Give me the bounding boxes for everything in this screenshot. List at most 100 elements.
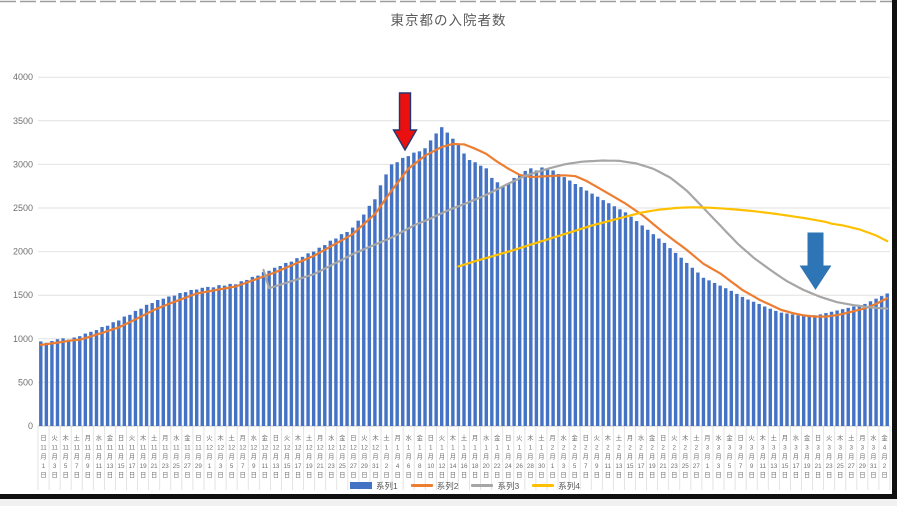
bar[interactable] — [222, 285, 227, 426]
bar[interactable] — [824, 313, 828, 426]
bar[interactable] — [573, 184, 578, 426]
bar[interactable] — [105, 325, 110, 426]
bar[interactable] — [328, 240, 333, 426]
bar[interactable] — [757, 303, 761, 426]
bar[interactable] — [183, 292, 188, 426]
bar[interactable] — [479, 165, 483, 426]
line-series-4[interactable] — [457, 206, 889, 268]
bar[interactable] — [701, 277, 706, 426]
bar[interactable] — [595, 196, 600, 426]
bar[interactable] — [250, 276, 255, 426]
bar[interactable] — [406, 156, 411, 426]
bar[interactable] — [724, 288, 728, 426]
bar[interactable] — [133, 310, 138, 426]
bar[interactable] — [551, 170, 555, 426]
bar[interactable] — [879, 296, 884, 426]
bar[interactable] — [545, 169, 550, 427]
bar[interactable] — [835, 310, 839, 426]
bar[interactable] — [801, 316, 806, 426]
bar[interactable] — [712, 282, 717, 426]
bar[interactable] — [746, 299, 750, 426]
bar[interactable] — [395, 162, 399, 426]
bar[interactable] — [607, 203, 611, 426]
bar[interactable] — [39, 341, 43, 426]
bar[interactable] — [646, 229, 650, 426]
bar[interactable] — [601, 200, 605, 426]
legend-item-series1[interactable]: 系列1 — [350, 480, 398, 492]
bar[interactable] — [111, 322, 115, 426]
bar[interactable] — [506, 183, 511, 426]
bar[interactable] — [440, 127, 444, 427]
bar[interactable] — [679, 257, 683, 426]
bar[interactable] — [790, 314, 795, 426]
bar[interactable] — [673, 252, 678, 426]
line-series-3[interactable] — [262, 159, 889, 310]
bar[interactable] — [317, 247, 321, 426]
bar[interactable] — [774, 310, 778, 426]
bar[interactable] — [217, 285, 221, 426]
red-down-arrow[interactable] — [392, 92, 418, 152]
bar[interactable] — [306, 253, 310, 426]
bar[interactable] — [94, 330, 99, 426]
bar[interactable] — [517, 174, 522, 426]
bar[interactable] — [311, 251, 316, 426]
bar[interactable] — [350, 227, 355, 426]
bar[interactable] — [612, 206, 617, 426]
bar[interactable] — [178, 293, 182, 426]
bar[interactable] — [785, 313, 789, 426]
bar[interactable] — [885, 293, 889, 426]
bar[interactable] — [195, 289, 199, 426]
bar[interactable] — [417, 151, 422, 426]
bar[interactable] — [523, 170, 527, 426]
bar[interactable] — [211, 287, 216, 426]
bar[interactable] — [857, 305, 862, 426]
bar[interactable] — [167, 296, 171, 426]
bar[interactable] — [55, 339, 60, 426]
bar[interactable] — [685, 262, 689, 426]
bar[interactable] — [78, 336, 82, 426]
bar[interactable] — [245, 279, 249, 426]
bar[interactable] — [657, 238, 661, 426]
bar[interactable] — [189, 289, 193, 426]
bar[interactable] — [529, 168, 533, 426]
bar[interactable] — [89, 331, 93, 426]
bar[interactable] — [484, 168, 488, 426]
legend-item-series3[interactable]: 系列3 — [471, 480, 519, 492]
bar[interactable] — [323, 245, 327, 426]
bar[interactable] — [272, 267, 277, 426]
bar[interactable] — [373, 199, 377, 426]
bar[interactable] — [568, 180, 572, 426]
bar[interactable] — [840, 309, 845, 426]
bar[interactable] — [389, 164, 394, 426]
bar[interactable] — [66, 339, 71, 426]
bar[interactable] — [729, 290, 733, 426]
bar[interactable] — [512, 177, 516, 426]
bar[interactable] — [261, 272, 266, 426]
bar[interactable] — [768, 308, 772, 426]
bar[interactable] — [796, 315, 800, 426]
bar[interactable] — [813, 315, 817, 426]
bar[interactable] — [629, 216, 633, 426]
bar[interactable] — [852, 306, 856, 426]
bar[interactable] — [562, 177, 566, 426]
bar[interactable] — [590, 193, 594, 426]
bar[interactable] — [690, 267, 695, 426]
bar[interactable] — [50, 340, 54, 426]
bar[interactable] — [696, 272, 700, 426]
bar[interactable] — [100, 327, 104, 426]
bar[interactable] — [740, 296, 745, 426]
bar[interactable] — [228, 283, 232, 426]
bar[interactable] — [150, 303, 154, 426]
bar[interactable] — [284, 262, 288, 426]
bar[interactable] — [362, 214, 366, 426]
bar[interactable] — [412, 152, 416, 427]
bar[interactable] — [707, 280, 711, 426]
bar[interactable] — [278, 265, 282, 426]
bar[interactable] — [462, 153, 466, 427]
bar[interactable] — [807, 315, 811, 426]
bar[interactable] — [490, 177, 494, 426]
bar[interactable] — [584, 190, 589, 426]
bar[interactable] — [334, 238, 338, 426]
bar[interactable] — [172, 295, 177, 426]
